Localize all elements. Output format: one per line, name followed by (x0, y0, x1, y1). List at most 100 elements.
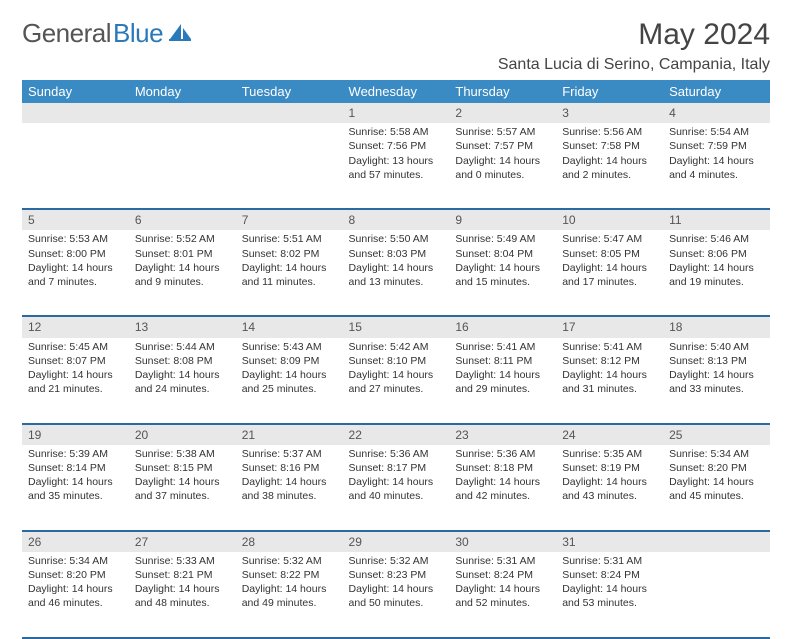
day-detail-cell: Sunrise: 5:51 AMSunset: 8:02 PMDaylight:… (236, 230, 343, 316)
daylight-line1: Daylight: 14 hours (349, 475, 444, 489)
day-number-cell: 31 (556, 531, 663, 552)
day-detail-cell: Sunrise: 5:35 AMSunset: 8:19 PMDaylight:… (556, 445, 663, 531)
sunset-text: Sunset: 8:07 PM (28, 354, 123, 368)
daylight-line1: Daylight: 14 hours (562, 154, 657, 168)
sunset-text: Sunset: 8:12 PM (562, 354, 657, 368)
col-saturday: Saturday (663, 80, 770, 103)
sunrise-text: Sunrise: 5:42 AM (349, 340, 444, 354)
day-number-cell: 29 (343, 531, 450, 552)
day-number-cell (129, 103, 236, 123)
daylight-line2: and 11 minutes. (242, 275, 337, 289)
sunset-text: Sunset: 8:09 PM (242, 354, 337, 368)
day-detail-cell (129, 123, 236, 209)
day-detail-cell: Sunrise: 5:49 AMSunset: 8:04 PMDaylight:… (449, 230, 556, 316)
day-number-cell: 7 (236, 209, 343, 230)
day-number-cell: 22 (343, 424, 450, 445)
sunset-text: Sunset: 8:21 PM (135, 568, 230, 582)
daylight-line2: and 29 minutes. (455, 382, 550, 396)
day-number-cell (663, 531, 770, 552)
sunset-text: Sunset: 7:56 PM (349, 139, 444, 153)
daylight-line1: Daylight: 14 hours (135, 582, 230, 596)
day-number-cell: 24 (556, 424, 663, 445)
col-tuesday: Tuesday (236, 80, 343, 103)
col-thursday: Thursday (449, 80, 556, 103)
day-detail-cell: Sunrise: 5:50 AMSunset: 8:03 PMDaylight:… (343, 230, 450, 316)
sunrise-text: Sunrise: 5:45 AM (28, 340, 123, 354)
logo-general: General (22, 18, 111, 49)
sunrise-text: Sunrise: 5:39 AM (28, 447, 123, 461)
daylight-line2: and 46 minutes. (28, 596, 123, 610)
sunset-text: Sunset: 8:14 PM (28, 461, 123, 475)
sunset-text: Sunset: 8:01 PM (135, 247, 230, 261)
daylight-line2: and 9 minutes. (135, 275, 230, 289)
calendar-table: Sunday Monday Tuesday Wednesday Thursday… (22, 80, 770, 639)
day-number-cell: 11 (663, 209, 770, 230)
daylight-line1: Daylight: 14 hours (455, 368, 550, 382)
day-detail-cell: Sunrise: 5:43 AMSunset: 8:09 PMDaylight:… (236, 338, 343, 424)
sunrise-text: Sunrise: 5:41 AM (562, 340, 657, 354)
sunrise-text: Sunrise: 5:47 AM (562, 232, 657, 246)
daylight-line2: and 38 minutes. (242, 489, 337, 503)
daylight-line2: and 24 minutes. (135, 382, 230, 396)
sunrise-text: Sunrise: 5:32 AM (242, 554, 337, 568)
day-number-cell: 18 (663, 316, 770, 337)
daylight-line2: and 53 minutes. (562, 596, 657, 610)
col-monday: Monday (129, 80, 236, 103)
day-detail-cell: Sunrise: 5:46 AMSunset: 8:06 PMDaylight:… (663, 230, 770, 316)
sunset-text: Sunset: 8:24 PM (562, 568, 657, 582)
daylight-line1: Daylight: 14 hours (669, 261, 764, 275)
sunset-text: Sunset: 8:03 PM (349, 247, 444, 261)
sunset-text: Sunset: 7:57 PM (455, 139, 550, 153)
day-detail-cell: Sunrise: 5:34 AMSunset: 8:20 PMDaylight:… (663, 445, 770, 531)
day-number-cell: 28 (236, 531, 343, 552)
day-detail-cell: Sunrise: 5:39 AMSunset: 8:14 PMDaylight:… (22, 445, 129, 531)
sunset-text: Sunset: 8:08 PM (135, 354, 230, 368)
page-header: GeneralBlue May 2024 Santa Lucia di Seri… (22, 18, 770, 74)
sunrise-text: Sunrise: 5:31 AM (562, 554, 657, 568)
day-detail-cell: Sunrise: 5:38 AMSunset: 8:15 PMDaylight:… (129, 445, 236, 531)
daylight-line2: and 25 minutes. (242, 382, 337, 396)
sunset-text: Sunset: 8:18 PM (455, 461, 550, 475)
sunrise-text: Sunrise: 5:37 AM (242, 447, 337, 461)
sunset-text: Sunset: 8:24 PM (455, 568, 550, 582)
daylight-line1: Daylight: 13 hours (349, 154, 444, 168)
sunrise-text: Sunrise: 5:53 AM (28, 232, 123, 246)
day-number-cell: 2 (449, 103, 556, 123)
sunrise-text: Sunrise: 5:51 AM (242, 232, 337, 246)
daylight-line2: and 13 minutes. (349, 275, 444, 289)
sunset-text: Sunset: 8:11 PM (455, 354, 550, 368)
sunrise-text: Sunrise: 5:33 AM (135, 554, 230, 568)
day-detail-cell: Sunrise: 5:58 AMSunset: 7:56 PMDaylight:… (343, 123, 450, 209)
logo-blue: Blue (113, 18, 163, 49)
sunset-text: Sunset: 7:58 PM (562, 139, 657, 153)
sunset-text: Sunset: 8:20 PM (28, 568, 123, 582)
detail-row: Sunrise: 5:45 AMSunset: 8:07 PM Daylight:… (22, 338, 770, 424)
sunset-text: Sunset: 8:15 PM (135, 461, 230, 475)
day-number-cell: 17 (556, 316, 663, 337)
daylight-line1: Daylight: 14 hours (562, 261, 657, 275)
day-number-cell: 25 (663, 424, 770, 445)
sunrise-text: Sunrise: 5:43 AM (242, 340, 337, 354)
sunset-text: Sunset: 8:23 PM (349, 568, 444, 582)
daylight-line2: and 49 minutes. (242, 596, 337, 610)
day-detail-cell: Sunrise: 5:37 AMSunset: 8:16 PMDaylight:… (236, 445, 343, 531)
sunset-text: Sunset: 8:13 PM (669, 354, 764, 368)
sunrise-text: Sunrise: 5:35 AM (562, 447, 657, 461)
day-detail-cell: Sunrise: 5:31 AMSunset: 8:24 PMDaylight:… (556, 552, 663, 638)
daynum-row: 1234 (22, 103, 770, 123)
day-detail-cell: Sunrise: 5:34 AMSunset: 8:20 PMDaylight:… (22, 552, 129, 638)
daylight-line1: Daylight: 14 hours (135, 475, 230, 489)
sunrise-text: Sunrise: 5:32 AM (349, 554, 444, 568)
daylight-line1: Daylight: 14 hours (349, 582, 444, 596)
sunrise-text: Sunrise: 5:40 AM (669, 340, 764, 354)
daylight-line1: Daylight: 14 hours (28, 475, 123, 489)
day-number-cell: 13 (129, 316, 236, 337)
day-detail-cell: Sunrise: 5:54 AMSunset: 7:59 PMDaylight:… (663, 123, 770, 209)
daylight-line2: and 50 minutes. (349, 596, 444, 610)
day-number-cell (22, 103, 129, 123)
daylight-line2: and 19 minutes. (669, 275, 764, 289)
daylight-line2: and 40 minutes. (349, 489, 444, 503)
sunset-text: Sunset: 8:02 PM (242, 247, 337, 261)
daylight-line1: Daylight: 14 hours (28, 261, 123, 275)
sunset-text: Sunset: 8:20 PM (669, 461, 764, 475)
